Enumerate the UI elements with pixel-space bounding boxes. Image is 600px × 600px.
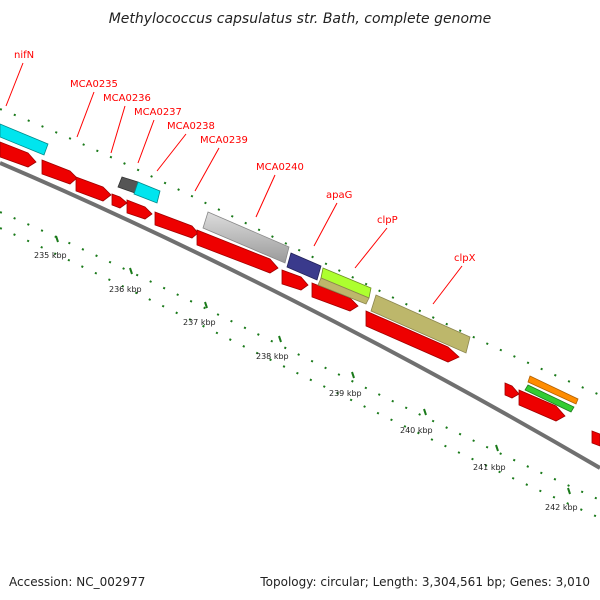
accession-text: Accession: NC_002977 bbox=[9, 575, 145, 589]
cds-arrow[interactable] bbox=[281, 269, 309, 291]
cds-arrow[interactable] bbox=[196, 229, 279, 274]
tick-label: 240 kbp bbox=[400, 426, 433, 435]
tick-track-upper bbox=[0, 108, 600, 396]
cds-arrow[interactable] bbox=[111, 193, 128, 209]
gene-label[interactable]: apaG bbox=[326, 190, 352, 201]
cds-arrow[interactable] bbox=[154, 211, 199, 239]
cds-arrow[interactable] bbox=[365, 310, 460, 363]
cds-forward-track bbox=[0, 141, 600, 447]
tick-label: 239 kbp bbox=[329, 389, 362, 398]
cds-arrow[interactable] bbox=[75, 176, 112, 202]
gene-bar-green[interactable] bbox=[524, 384, 575, 413]
cds-arrow[interactable] bbox=[504, 382, 520, 399]
gene-bar-MCA0238[interactable] bbox=[133, 181, 161, 204]
gene-label[interactable]: nifN bbox=[14, 50, 34, 61]
gene-bar-clpX[interactable] bbox=[370, 294, 471, 354]
tick-label-group: 235 kbp 236 kbp 237 kbp 238 kbp 239 kbp … bbox=[34, 251, 578, 512]
tick-label: 238 kbp bbox=[256, 352, 289, 361]
gene-label[interactable]: MCA0235 bbox=[70, 79, 118, 90]
gene-bar-MCA0240[interactable] bbox=[202, 211, 290, 264]
gene-label[interactable]: MCA0239 bbox=[200, 135, 248, 146]
cds-arrow[interactable] bbox=[0, 141, 37, 168]
tick-label: 241 kbp bbox=[473, 463, 506, 472]
map-title: Methylococcus capsulatus str. Bath, comp… bbox=[109, 11, 492, 27]
gene-label[interactable]: clpP bbox=[377, 215, 398, 226]
gene-label[interactable]: MCA0240 bbox=[256, 162, 304, 173]
tick-label: 235 kbp bbox=[34, 251, 67, 260]
cds-arrow[interactable] bbox=[518, 389, 566, 422]
gene-label[interactable]: MCA0237 bbox=[134, 107, 182, 118]
cds-arrow[interactable] bbox=[591, 430, 600, 447]
gene-bar-clpP-2[interactable] bbox=[317, 277, 370, 305]
gene-bar-orange[interactable] bbox=[527, 375, 579, 405]
gene-label[interactable]: MCA0236 bbox=[103, 93, 151, 104]
cds-arrow[interactable] bbox=[126, 199, 153, 220]
cds-arrow[interactable] bbox=[41, 159, 78, 185]
tick-label: 242 kbp bbox=[545, 503, 578, 512]
gene-label[interactable]: MCA0238 bbox=[167, 121, 215, 132]
tick-label: 237 kbp bbox=[183, 318, 216, 327]
genome-summary-text: Topology: circular; Length: 3,304,561 bp… bbox=[259, 575, 590, 589]
genome-backbone bbox=[0, 161, 600, 470]
label-leaders bbox=[5, 62, 463, 305]
gene-bars bbox=[0, 123, 579, 413]
gene-bar-apaG[interactable] bbox=[286, 252, 322, 281]
gene-label[interactable]: clpX bbox=[454, 253, 476, 264]
major-ticks bbox=[55, 235, 571, 495]
tick-label: 236 kbp bbox=[109, 285, 142, 294]
gene-bar-nifN[interactable] bbox=[0, 123, 49, 156]
gene-label-group: nifN MCA0235 MCA0236 MCA0237 MCA0238 MCA… bbox=[14, 50, 476, 264]
tick-track-lower-1 bbox=[0, 211, 600, 501]
